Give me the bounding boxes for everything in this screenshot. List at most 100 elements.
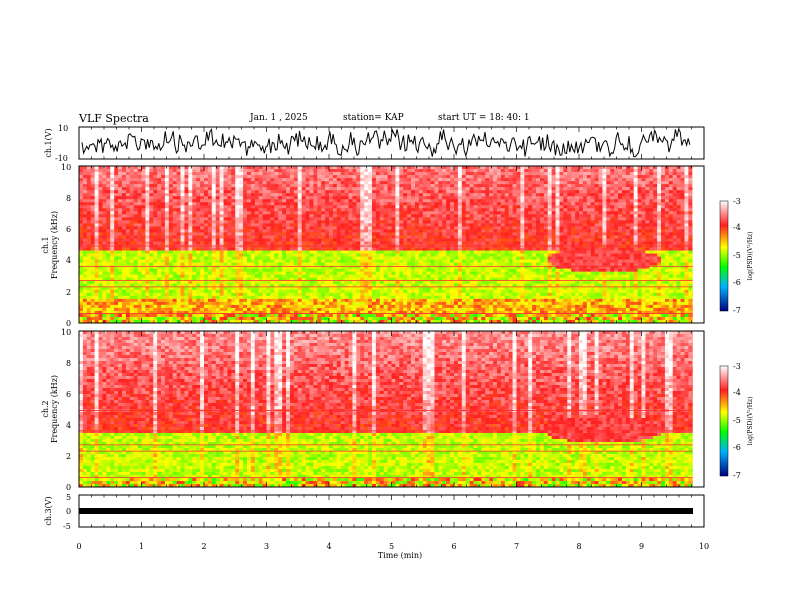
ch1-spectrogram-cell — [181, 208, 185, 211]
ch1-spectrogram-cell — [325, 275, 329, 278]
ch1-spectrogram-cell — [142, 308, 146, 311]
ch1-spectrogram-cell — [321, 251, 325, 254]
ch1-spectrogram-cell — [341, 296, 345, 299]
ch1-spectrogram-cell — [184, 211, 188, 214]
ch1-spectrogram-cell — [235, 169, 239, 172]
ch1-spectrogram-cell — [200, 308, 204, 311]
ch1-spectrogram-cell — [99, 196, 103, 199]
ch1-spectrogram-cell — [321, 211, 325, 214]
ch1-spectrogram-cell — [130, 299, 134, 302]
ch1-spectrogram-cell — [290, 172, 294, 175]
ch1-spectrogram-cell — [106, 235, 110, 238]
ch1-spectrogram-cell — [83, 169, 87, 172]
ch1-spectrogram-cell — [102, 251, 106, 254]
ch1-spectrogram-cell — [220, 260, 224, 263]
ch1-spectrogram-panel: 0 2 4 6 8 10 ch.1 Frequency (kHz) — [41, 163, 704, 328]
ch1-spectrogram-cell — [169, 275, 173, 278]
ch1-spectrogram-cell — [224, 226, 228, 229]
ch1-spectrogram-cell — [142, 290, 146, 293]
ch1-spectrogram-cell — [302, 296, 306, 299]
ch1-spectrogram-cell — [149, 226, 153, 229]
ch1-spectrogram-cell — [157, 296, 161, 299]
ch1-spectrogram-cell — [294, 169, 298, 172]
ch1-spectrogram-cell — [106, 238, 110, 241]
ch1-spectrogram-cell — [243, 241, 247, 244]
ch1-spectrogram-cell — [333, 175, 337, 178]
ch1-spectrogram-cell — [153, 184, 157, 187]
ch1-spectrogram-cell — [134, 272, 138, 275]
ch1-spectrogram-cell — [263, 196, 267, 199]
ch1-spectrogram-cell — [149, 199, 153, 202]
ch1-spectrogram-cell — [216, 290, 220, 293]
ch1-spectrogram-cell — [220, 223, 224, 226]
ch1-spectrogram-cell — [196, 169, 200, 172]
ch1-spectrogram-cell — [231, 248, 235, 251]
ch1-spectrogram-cell — [267, 190, 271, 193]
ch1-spectrogram-cell — [169, 257, 173, 260]
ch1-spectrogram-cell — [118, 263, 122, 266]
ch1-spectrogram-cell — [313, 254, 317, 257]
ch1-spectrogram-cell — [142, 187, 146, 190]
ch1-spectrogram-cell — [83, 208, 87, 211]
ch1-spectrogram-cell — [208, 314, 212, 317]
ch1-spectrogram-cell — [204, 241, 208, 244]
ch1-spectrogram-cell — [126, 202, 130, 205]
ch1-spectrogram-cell — [196, 211, 200, 214]
ch1-spectrogram-cell — [79, 181, 83, 184]
ch1-spectrogram-cell — [192, 272, 196, 275]
ch1-spectrogram-cell — [188, 208, 192, 211]
ch1-spectrogram-cell — [263, 211, 267, 214]
ch1-spectrogram-cell — [259, 211, 263, 214]
ch1-spectrogram-cell — [302, 299, 306, 302]
ch1-spectrogram-cell — [91, 196, 95, 199]
ch1-spectrogram-cell — [270, 235, 274, 238]
ch1-spectrogram-cell — [87, 214, 91, 217]
ch1-spectrogram-cell — [263, 260, 267, 263]
ch1-spectrogram-cell — [83, 241, 87, 244]
ch1-spectrogram-cell — [153, 257, 157, 260]
ch1-spectrogram-cell — [313, 241, 317, 244]
ch1-spectrogram-cell — [110, 317, 114, 320]
ch1-spectrogram-cell — [145, 196, 149, 199]
ch1-spectrogram-cell — [142, 281, 146, 284]
ch1-spectrogram-cell — [177, 214, 181, 217]
ch1-spectrogram-cell — [224, 220, 228, 223]
ch1-spectrogram-cell — [325, 257, 329, 260]
ch1-spectrogram-cell — [329, 226, 333, 229]
ch1-spectrogram-cell — [114, 175, 118, 178]
ch1-spectrogram-cell — [142, 214, 146, 217]
ch1-spectrogram-cell — [196, 263, 200, 266]
ch1-spectrogram-cell — [181, 263, 185, 266]
ch1-spectrogram-cell — [243, 172, 247, 175]
ch1-spectrogram-cell — [224, 190, 228, 193]
ch1-spectrogram-cell — [239, 305, 243, 308]
ch1-spectrogram-cell — [173, 251, 177, 254]
ch1-spectrogram-cell — [79, 296, 83, 299]
ch1-spectrogram-cell — [173, 220, 177, 223]
ch1-spectrogram-cell — [231, 220, 235, 223]
ch1-spectrogram-cell — [192, 184, 196, 187]
ch1-spectrogram-cell — [173, 238, 177, 241]
ch1-spectrogram-cell — [306, 260, 310, 263]
ch1-spectrogram-cell — [278, 199, 282, 202]
ch1-spectrogram-cell — [298, 202, 302, 205]
ch1-spectrogram-cell — [220, 241, 224, 244]
ch1-spectrogram-cell — [294, 254, 298, 257]
ch1-spectrogram-cell — [118, 184, 122, 187]
ch1-spectrogram-cell — [87, 263, 91, 266]
ch1-spectrogram-cell — [165, 275, 169, 278]
ch1-spectrogram-cell — [200, 202, 204, 205]
ch1-spectrogram-cell — [290, 281, 294, 284]
ch1-spectrogram-cell — [118, 217, 122, 220]
ch1-spectrogram-cell — [243, 260, 247, 263]
ch1-spectrogram-cell — [274, 293, 278, 296]
ch1-spectrogram-cell — [239, 293, 243, 296]
ch1-spectrogram-cell — [138, 269, 142, 272]
ch1-spectrogram-cell — [122, 220, 126, 223]
ch1-waveform-trace — [82, 129, 690, 156]
ch1-spectrogram-cell — [243, 281, 247, 284]
ch1-spectrogram-cell — [325, 199, 329, 202]
ch1-spectrogram-cell — [196, 202, 200, 205]
ch1-spectrogram-cell — [216, 220, 220, 223]
ch1-spectrogram-cell — [286, 205, 290, 208]
